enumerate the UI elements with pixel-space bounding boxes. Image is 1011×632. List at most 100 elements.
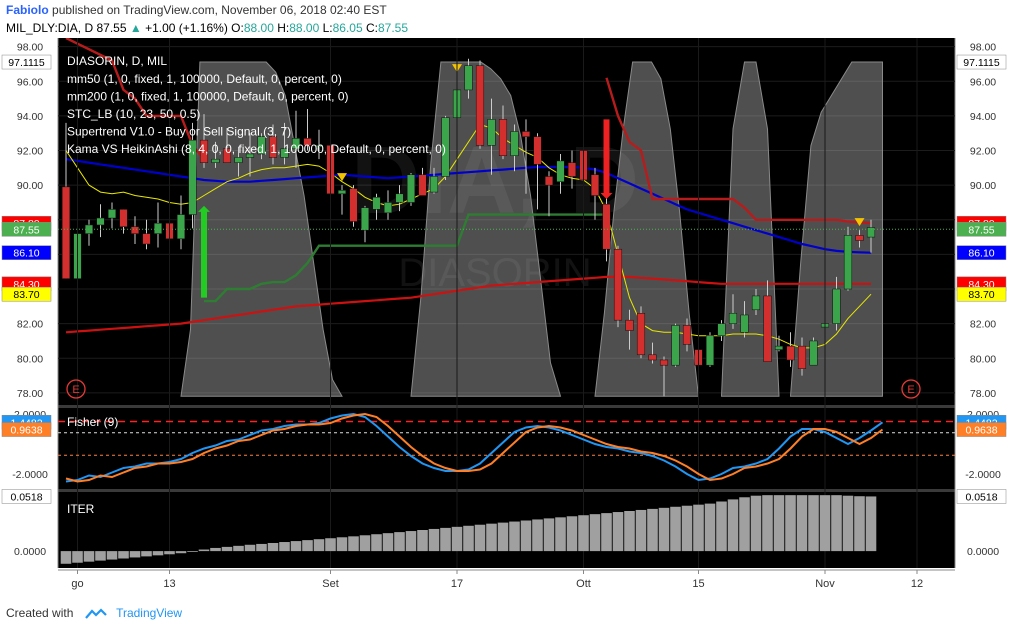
- candle: [291, 110, 301, 168]
- candle-body-up: [234, 157, 243, 163]
- candle: [636, 306, 646, 359]
- iter-bar: [555, 517, 566, 552]
- iter-bar: [233, 545, 244, 552]
- candle-body-down: [648, 354, 657, 361]
- iter-bar: [382, 533, 394, 552]
- price-tick-right: 98.00: [970, 42, 996, 54]
- supertrend-line: [204, 213, 607, 303]
- candle-body-down: [349, 188, 358, 222]
- iter-bar: [520, 520, 532, 552]
- candle: [602, 195, 611, 262]
- price-price-label-box: [956, 286, 1007, 302]
- iter-bar: [670, 506, 681, 552]
- candle-body-up: [774, 345, 784, 350]
- earnings-badge[interactable]: E: [901, 379, 921, 399]
- iter-tick-left: 0.0000: [14, 546, 46, 558]
- candle: [395, 185, 404, 212]
- candle-body-down: [659, 359, 669, 366]
- iter-bar: [773, 495, 785, 552]
- price-price-label-text: 97.1115: [8, 57, 45, 69]
- price-tick-left: 98.00: [17, 42, 43, 54]
- price-price-label: 83.70: [1, 286, 52, 302]
- candle: [464, 58, 473, 99]
- candle-body-up: [176, 214, 186, 240]
- candle: [521, 119, 531, 194]
- iter-bar: [417, 530, 428, 552]
- candle-body-down: [567, 162, 577, 177]
- low-value: 86.05: [332, 21, 363, 35]
- iter-bar: [578, 515, 589, 552]
- low-label: L:: [322, 21, 333, 35]
- iter-bar: [83, 551, 95, 562]
- iter-bar: [474, 524, 486, 552]
- iter-bar: [187, 551, 198, 552]
- candle-body-up: [740, 314, 749, 333]
- price-price-label-box: [1, 222, 52, 237]
- candle-body-up: [809, 340, 818, 366]
- candle: [567, 150, 577, 189]
- candle-body-up: [705, 335, 715, 366]
- iter-bar: [313, 539, 325, 552]
- published-text: published on TradingView.com, November 0…: [52, 3, 387, 17]
- candle-body-up: [406, 174, 416, 203]
- candle-body-down: [797, 345, 807, 369]
- candle: [188, 122, 197, 229]
- watermark-name: DIASORIN: [398, 251, 591, 295]
- earnings-badge[interactable]: E: [66, 379, 86, 399]
- price-price-label: 97.1115: [1, 54, 52, 70]
- iter-bar: [635, 509, 647, 552]
- author-link[interactable]: Fabiolo: [6, 3, 49, 17]
- iter-bar: [440, 527, 451, 552]
- iter-bar: [543, 518, 555, 552]
- candle: [268, 124, 278, 165]
- tradingview-logo-icon: [84, 608, 107, 619]
- stc-area: [180, 61, 343, 397]
- candle-body-down: [119, 209, 128, 227]
- iter-bar: [198, 549, 210, 552]
- price-price-label-box: [1, 54, 52, 70]
- iter-bar: [221, 546, 233, 552]
- price-price-label-text: 87.55: [13, 224, 39, 236]
- iter-bar: [681, 505, 693, 552]
- candle-body-up: [257, 136, 266, 155]
- iter-price-label: 0.0518: [1, 489, 52, 504]
- price-price-label-text: 97.1115: [963, 57, 1000, 69]
- candle: [176, 195, 186, 250]
- candle: [728, 294, 738, 329]
- iter-bar: [750, 495, 762, 552]
- fisher-series-fisher: [65, 412, 884, 483]
- price-price-label-box: [1, 286, 52, 302]
- iter-bar: [325, 538, 336, 552]
- supertrend-line: [605, 77, 872, 225]
- iter-bar: [854, 496, 865, 552]
- price-tick-right: 96.00: [970, 76, 996, 88]
- tradingview-link[interactable]: TradingView: [116, 606, 183, 620]
- close-label: C:: [365, 21, 378, 35]
- iter-bar: [371, 534, 382, 552]
- candle-body-up: [510, 131, 519, 156]
- iter-bar: [762, 495, 773, 552]
- candle: [809, 337, 818, 366]
- fisher-price-label-box: [956, 422, 1007, 437]
- candle-body-down: [475, 65, 485, 146]
- candle: [786, 332, 795, 367]
- iter-bar: [72, 551, 83, 563]
- price-price-label: 86.10: [1, 245, 52, 260]
- x-tick-label: Ott: [576, 578, 591, 590]
- candle: [751, 289, 761, 315]
- iter-bar: [256, 543, 267, 552]
- iter-bar: [796, 495, 808, 552]
- price-price-label-box: [1, 245, 52, 260]
- candle-body-up: [832, 288, 841, 324]
- candle: [832, 276, 841, 331]
- iter-bar: [716, 501, 727, 552]
- symbol: MIL_DLY:DIA, D: [6, 21, 94, 35]
- main-legend: DIASORIN, D, MIL mm50 (1, 0, fixed, 1, 10…: [67, 54, 446, 156]
- price-tick-left: 90.00: [17, 180, 43, 192]
- high-value: 88.00: [289, 21, 320, 35]
- iter-bar: [348, 536, 359, 552]
- candle-body-down: [303, 138, 312, 146]
- iter-bar: [210, 547, 221, 552]
- candle: [763, 280, 772, 362]
